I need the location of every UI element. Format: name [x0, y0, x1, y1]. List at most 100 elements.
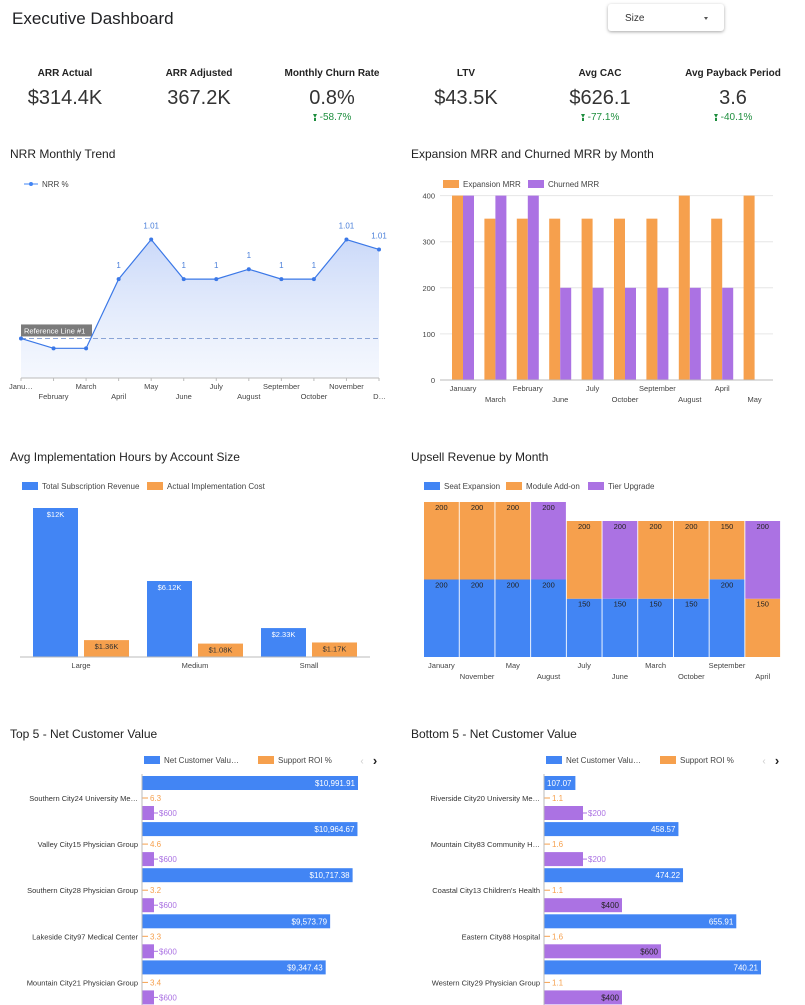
expansion-mrr-bar: [581, 218, 593, 380]
nrr-point: [149, 237, 154, 242]
net-customer-value-bar: [544, 960, 761, 975]
bar-data-label: 200: [685, 522, 698, 531]
legend-label: Churned MRR: [548, 180, 599, 189]
expansion-mrr-bar: [614, 218, 625, 380]
net-customer-value-bar: [544, 868, 684, 883]
nrr-point: [84, 346, 89, 351]
expansion-mrr-bar: [646, 218, 658, 380]
nrr-point: [311, 277, 316, 282]
bar-data-label: 200: [614, 522, 627, 531]
bar-data-label: 3.3: [150, 932, 162, 941]
churned-mrr-bar: [657, 287, 669, 380]
net-customer-value-bar: [544, 776, 576, 790]
bar-data-label: 200: [721, 580, 734, 589]
top5-chart-title: Top 5 - Net Customer Value: [10, 727, 158, 741]
bar-data-label: $200: [588, 809, 606, 818]
nrr-data-label: 1.01: [143, 222, 159, 231]
legend-swatch: [588, 482, 604, 490]
tier-upgrade-bar: [531, 502, 566, 580]
bar-data-label: 200: [507, 503, 520, 512]
expansion-mrr-bar: [452, 195, 463, 380]
net-customer-value-bar: [142, 960, 326, 975]
legend-swatch: [147, 482, 163, 490]
bar-data-label: 107.07: [547, 779, 572, 788]
x-tick-label: Janu…: [9, 382, 33, 391]
nrr-chart: NRR % Reference Line #1 Janu… February March…: [9, 180, 387, 401]
seat-expansion-bar: [459, 579, 495, 657]
kpi-delta: -77.1%: [535, 112, 665, 123]
bar-data-label: $600: [159, 947, 177, 956]
module-addon-bar: [673, 521, 709, 599]
y-tick-label: 300: [422, 238, 435, 247]
implementation-cost-bar: [312, 642, 357, 657]
bottom5-chart-title: Bottom 5 - Net Customer Value: [411, 727, 577, 741]
x-tick-label: February: [39, 392, 69, 401]
x-tick-label: D…: [373, 392, 386, 401]
net-customer-value-bar: [142, 914, 331, 929]
bar-data-label: 1.1: [552, 794, 564, 803]
third-series-bar: [142, 990, 154, 1005]
nrr-point: [181, 277, 186, 282]
churned-mrr-bar: [689, 287, 701, 380]
bottom5-chart: Net Customer Valu… Support ROI % ‹ › 107.07 1…: [430, 753, 779, 1005]
nrr-data-label: 1: [312, 261, 317, 270]
expansion-mrr-bar: [484, 218, 496, 380]
x-tick-label: June: [552, 395, 568, 404]
bar-data-label: $600: [159, 993, 177, 1002]
nrr-data-label: 1: [182, 261, 187, 270]
category-label: Eastern City88 Hospital: [462, 932, 541, 941]
bar-data-label: $9,573.79: [292, 917, 328, 926]
kpi-label: LTV: [456, 68, 476, 79]
x-tick-label: August: [678, 395, 702, 404]
nrr-area: [21, 239, 379, 378]
bar-data-label: 458.57: [651, 825, 676, 834]
bar-data-label: 4.6: [150, 840, 162, 849]
nrr-data-label: 1: [214, 261, 219, 270]
bar-data-label: $2.33K: [272, 630, 296, 639]
x-tick-label: June: [176, 392, 192, 401]
x-tick-label: April: [111, 392, 126, 401]
x-tick-label: March: [645, 661, 666, 670]
bar-data-label: 150: [685, 600, 698, 609]
size-filter-dropdown[interactable]: Size: [608, 4, 724, 31]
module-addon-bar: [566, 521, 602, 599]
third-series-bar: [142, 852, 154, 867]
x-tick-label: November: [329, 382, 364, 391]
third-series-bar: [544, 990, 622, 1005]
legend-swatch: [22, 482, 38, 490]
nrr-data-label: 1: [247, 251, 252, 260]
category-label: Southern City28 Physician Group: [27, 886, 138, 895]
bar-data-label: $10,964.67: [314, 825, 355, 834]
kpi-avg-cac: Avg CAC $626.1 -77.1%: [535, 68, 665, 123]
x-tick-label: August: [537, 672, 561, 681]
third-series-bar: [544, 806, 583, 820]
churned-mrr-bar: [592, 287, 604, 380]
nrr-data-label: 1.01: [339, 222, 355, 231]
module-addon-bar: [459, 502, 495, 580]
kpi-value: $43.5K: [434, 87, 498, 109]
bar-data-label: 3.4: [150, 978, 162, 987]
x-tick-label: May: [144, 382, 158, 391]
x-tick-label: October: [612, 395, 639, 404]
subscription-revenue-bar: [261, 628, 306, 657]
legend-label: Expansion MRR: [463, 180, 521, 189]
arrow-down-icon: [713, 114, 718, 121]
kpi-value: 0.8%: [309, 87, 355, 109]
upsell-chart-title: Upsell Revenue by Month: [411, 450, 549, 464]
page-title: Executive Dashboard: [12, 9, 174, 28]
kpi-value: 3.6: [719, 87, 747, 109]
legend-swatch: [506, 482, 522, 490]
bar-data-label: $10,991.91: [315, 779, 356, 788]
bar-data-label: 200: [578, 522, 591, 531]
net-customer-value-bar: [142, 776, 358, 790]
legend-label: Total Subscription Revenue: [42, 482, 140, 491]
legend-label: Support ROI %: [278, 756, 332, 765]
nrr-chart-title: NRR Monthly Trend: [10, 147, 116, 161]
tier-upgrade-bar: [745, 521, 781, 599]
kpi-label: Avg Payback Period: [685, 68, 781, 79]
legend-swatch: [660, 756, 676, 764]
category-label: Coastal City13 Children's Health: [432, 886, 540, 895]
seat-expansion-bar: [531, 579, 566, 657]
bar-data-label: 200: [756, 522, 769, 531]
expansion-mrr-bar: [516, 218, 528, 380]
